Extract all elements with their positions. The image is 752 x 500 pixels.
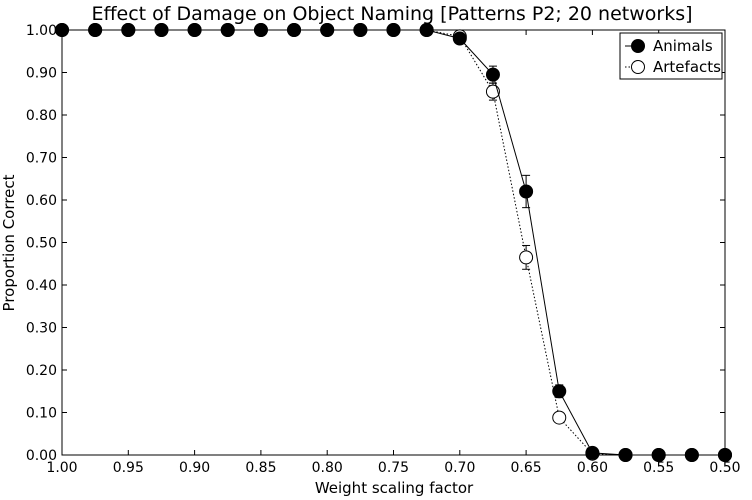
data-point-animals (220, 23, 235, 37)
y-tick-label: 1.00 (26, 23, 57, 39)
x-tick-label: 0.90 (179, 460, 210, 476)
data-point-animals (452, 31, 467, 46)
legend-marker-artefacts (631, 60, 645, 74)
data-point-animals (485, 67, 500, 82)
x-tick-label: 0.70 (444, 460, 475, 476)
y-axis-label: Proportion Correct (0, 174, 18, 311)
data-point-animals (320, 23, 335, 37)
data-point-animals (585, 445, 600, 460)
data-point-animals (519, 184, 534, 199)
data-point-animals (419, 23, 434, 37)
x-tick-label: 0.55 (643, 460, 674, 476)
data-point-animals (287, 23, 302, 37)
data-point-animals (618, 448, 633, 462)
data-point-artefacts (519, 250, 534, 265)
legend-label-animals: Animals (653, 37, 713, 55)
y-tick-label: 0.30 (26, 321, 57, 337)
y-tick-label: 0.90 (26, 66, 57, 82)
data-point-animals (121, 23, 136, 37)
x-tick-label: 0.75 (378, 460, 409, 476)
y-tick-label: 0.70 (26, 151, 57, 167)
y-tick-label: 0.40 (26, 278, 57, 294)
data-point-animals (187, 23, 202, 37)
y-tick-label: 0.10 (26, 406, 57, 422)
x-tick-label: 0.60 (577, 460, 608, 476)
data-point-animals (386, 23, 401, 37)
data-point-animals (55, 23, 69, 37)
x-tick-label: 0.85 (245, 460, 276, 476)
x-tick-label: 0.80 (312, 460, 343, 476)
data-point-animals (718, 448, 732, 462)
data-point-animals (353, 23, 368, 37)
y-tick-label: 0.80 (26, 108, 57, 124)
data-point-artefacts (485, 84, 500, 99)
data-point-animals (684, 448, 699, 462)
data-point-animals (552, 384, 567, 399)
data-point-animals (253, 23, 268, 37)
data-point-animals (154, 23, 169, 37)
x-tick-label: 0.95 (113, 460, 144, 476)
series-line-animals (62, 29, 725, 456)
x-axis-label: Weight scaling factor (315, 479, 474, 497)
y-tick-label: 0.00 (26, 448, 57, 464)
legend: Animals Artefacts (619, 32, 723, 80)
axis-ticks: 1.00 0.95 0.90 0.85 0.80 0.75 0.70 0.65 0.60 0.55… (26, 23, 741, 476)
y-tick-label: 0.50 (26, 236, 57, 252)
series-animals (55, 23, 732, 462)
series-layer (55, 23, 732, 462)
data-point-artefacts (552, 410, 567, 425)
x-tick-label: 1.00 (46, 460, 77, 476)
legend-marker-animals (631, 39, 645, 53)
y-tick-label: 0.20 (26, 363, 57, 379)
plot-area-frame (61, 29, 726, 456)
x-tick-label: 0.65 (511, 460, 542, 476)
series-artefacts (55, 23, 732, 462)
legend-label-artefacts: Artefacts (653, 58, 721, 76)
data-point-animals (651, 448, 666, 462)
x-tick-label: 0.50 (709, 460, 740, 476)
series-line-artefacts (62, 29, 725, 456)
y-tick-label: 0.60 (26, 193, 57, 209)
data-point-animals (88, 23, 103, 37)
chart-title: Effect of Damage on Object Naming [Patte… (91, 3, 692, 25)
